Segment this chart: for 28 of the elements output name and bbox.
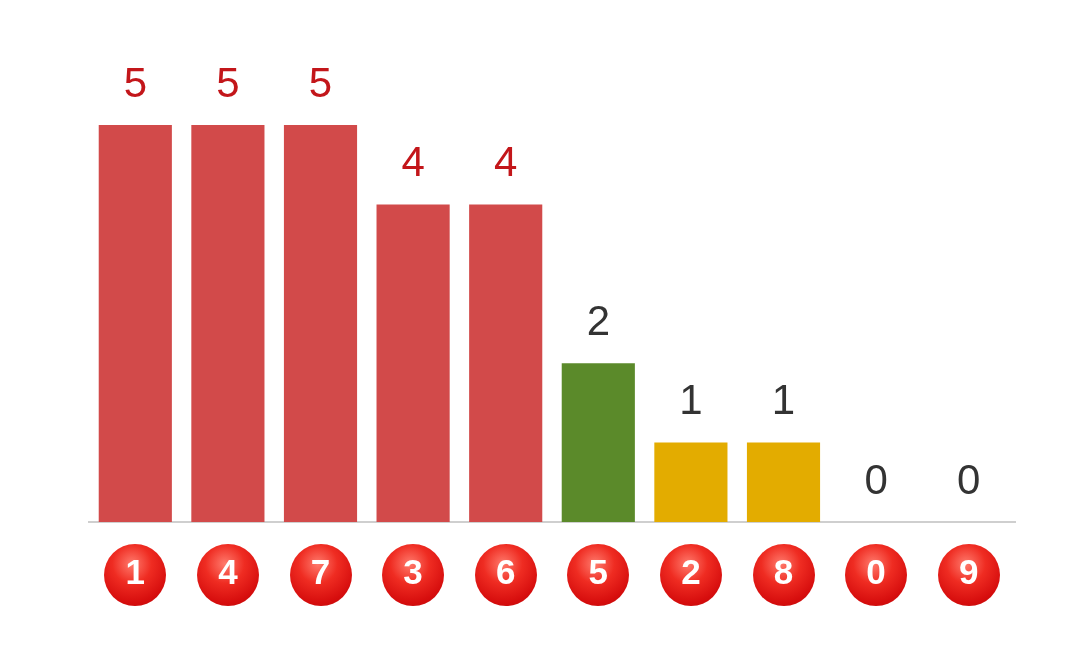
data-label: 2 xyxy=(586,296,610,344)
bar xyxy=(376,204,450,522)
bar xyxy=(654,442,728,522)
x-tick-label: 8 xyxy=(773,551,794,591)
x-tick-label: 3 xyxy=(403,551,423,591)
data-label: 5 xyxy=(123,58,147,106)
bar xyxy=(561,363,635,522)
data-label: 1 xyxy=(771,376,796,424)
data-label: 5 xyxy=(216,58,240,106)
data-label: 5 xyxy=(308,58,333,106)
x-tick-label: 2 xyxy=(681,551,701,591)
bar xyxy=(283,125,358,522)
bar xyxy=(191,125,265,522)
bar xyxy=(98,125,172,522)
bar xyxy=(746,442,821,522)
data-label: 1 xyxy=(679,376,703,424)
x-tick-label: 5 xyxy=(588,551,609,591)
x-tick-label: 9 xyxy=(958,551,979,591)
data-label: 4 xyxy=(401,137,425,185)
x-tick-label: 1 xyxy=(125,551,146,591)
data-label: 4 xyxy=(494,137,518,185)
data-label: 0 xyxy=(957,455,981,503)
x-tick-label: 6 xyxy=(495,551,516,591)
x-tick-label: 7 xyxy=(310,551,331,591)
data-label: 0 xyxy=(864,455,888,503)
bar xyxy=(469,204,543,522)
x-tick-label: 0 xyxy=(866,551,886,591)
x-tick-label: 4 xyxy=(218,551,239,591)
